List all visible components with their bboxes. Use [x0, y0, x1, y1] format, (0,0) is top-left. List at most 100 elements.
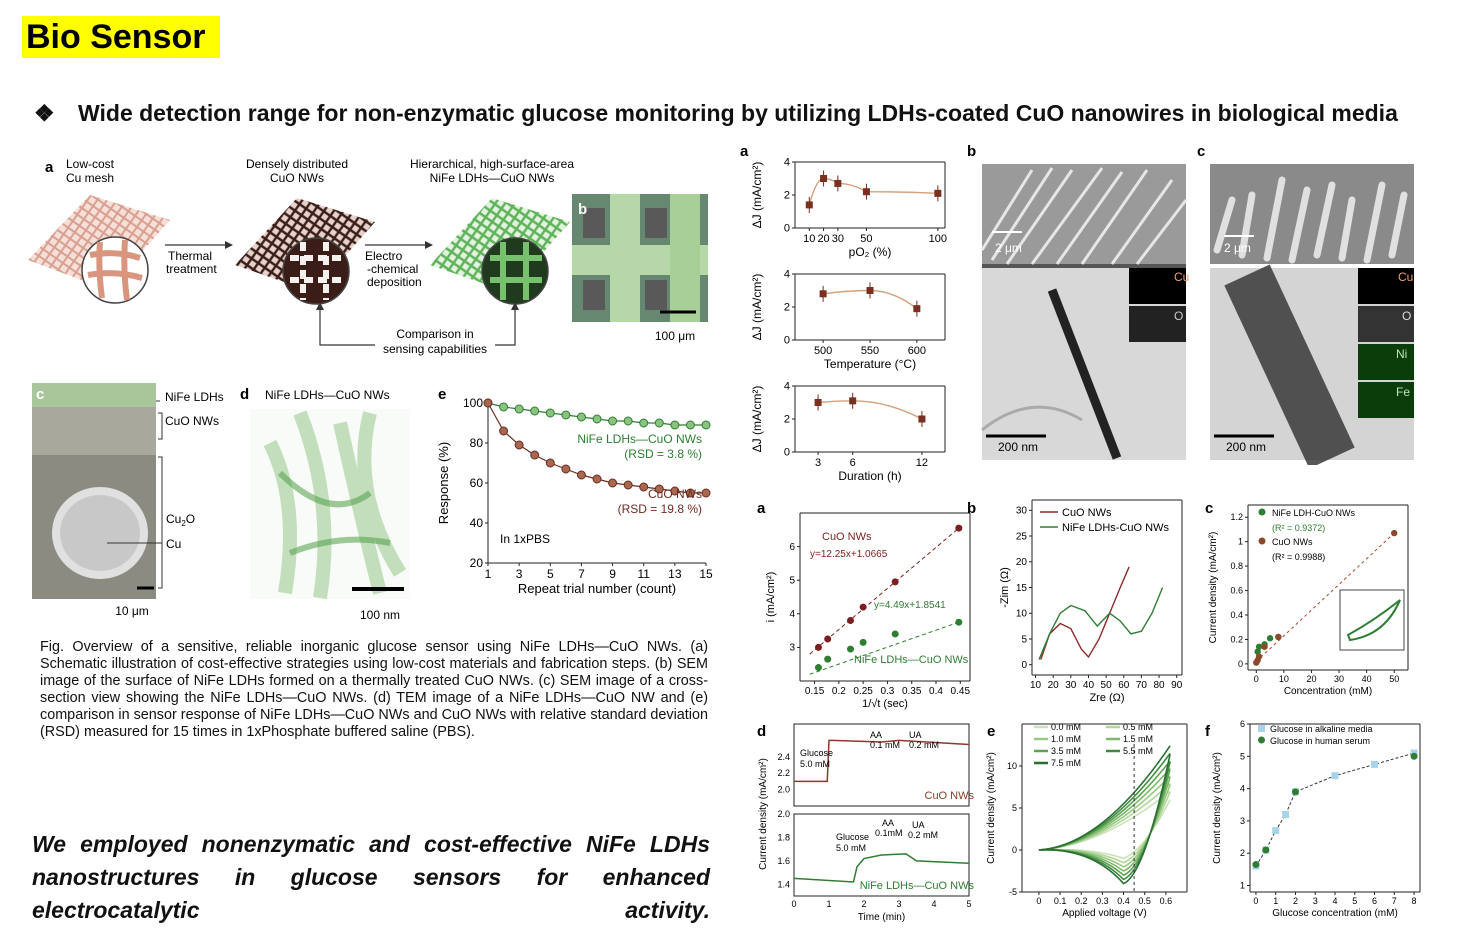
- x-tick-label: 7: [578, 567, 585, 581]
- x-tick-label: 50: [1101, 680, 1113, 691]
- x-tick-label: 70: [1136, 680, 1148, 691]
- layer-cuo: CuO NWs: [165, 414, 219, 428]
- annotation: 0.1mM: [875, 828, 903, 838]
- y-tick-label: 5: [1021, 634, 1027, 645]
- data-point: [1255, 643, 1263, 650]
- data-point: [1262, 846, 1270, 854]
- data-point: [1254, 648, 1261, 655]
- x-tick-label: 6: [850, 457, 856, 469]
- y-axis-label: i (mA/cm²): [765, 572, 777, 623]
- x-axis-label: Applied voltage (V): [1062, 908, 1147, 919]
- legend-label: 3.5 mM: [1051, 746, 1081, 756]
- data-point: [814, 664, 822, 672]
- data-point: [955, 524, 963, 532]
- x-tick-label: 20: [1048, 680, 1060, 691]
- data-point: [1252, 861, 1260, 869]
- legend-swatch: [1258, 725, 1265, 732]
- annotation: 0.1 mM: [870, 740, 900, 750]
- data-point: [545, 408, 555, 418]
- slide-title-text: Wide detection range for non-enzymatic g…: [78, 100, 1398, 126]
- x-tick-label: 10: [803, 233, 815, 245]
- legend-label: 1.5 mM: [1123, 734, 1153, 744]
- x-tick-label: 7: [1392, 896, 1397, 906]
- y-tick-label: 10: [1007, 761, 1017, 771]
- x-tick-label: 50: [860, 233, 872, 245]
- schematic-figure: a Low-cost Cu mesh Densely distributed C…: [28, 157, 708, 356]
- legend-swatch: [1258, 537, 1266, 545]
- data-point: [847, 617, 855, 625]
- arrow2-line3: deposition: [367, 275, 422, 289]
- compare-line2: sensing capabilities: [383, 342, 487, 356]
- x-tick-label: 0.2: [832, 686, 846, 697]
- y-tick-label: 6: [789, 542, 795, 553]
- section-badge: Bio Sensor: [22, 16, 220, 58]
- data-point: [685, 488, 695, 498]
- x-tick-label: 500: [814, 345, 832, 357]
- legend-label: 7.5 mM: [1051, 758, 1081, 768]
- inset-cv-curve: [1346, 599, 1401, 642]
- data-point: [685, 420, 695, 430]
- chart-rb-c: c 0 10 20 30 40 50 0 0.2 0.4 0.6 0.8 1 1.2 Concentrat…: [1205, 500, 1409, 697]
- y-axis-label: ΔJ (mA/cm²): [750, 274, 764, 341]
- lsv-curve: [1038, 745, 1171, 885]
- right-c-label: c: [1197, 143, 1205, 160]
- b-scale2: 200 nm: [998, 440, 1038, 454]
- y-tick-label: 4: [1240, 784, 1245, 794]
- series-line: [1038, 587, 1164, 660]
- y-tick-label: 4: [784, 381, 790, 393]
- rb-a-label: a: [757, 500, 766, 517]
- x-tick-label: 80: [1153, 680, 1165, 691]
- series1-rsd: (RSD = 3.8 %): [624, 447, 702, 461]
- panel-b-scale: 100 μm: [655, 329, 695, 343]
- annotation: AA: [882, 818, 894, 828]
- data-point: [859, 638, 867, 646]
- data-point: [934, 189, 942, 197]
- b-scale1: 2 μm: [995, 241, 1022, 255]
- x-tick-label: 0: [1253, 896, 1258, 906]
- y-tick-label: 2.4: [777, 752, 790, 762]
- x-tick-label: 10: [1030, 680, 1042, 691]
- data-point: [499, 402, 509, 412]
- right-c-images: c 2 μm Cu O Ni Fe 200 nm: [1197, 143, 1414, 465]
- legend-label: 0.0 mM: [1051, 722, 1081, 732]
- legend-label: Glucose in human serum: [1270, 736, 1370, 746]
- data-point: [824, 655, 832, 663]
- figure-caption: Fig. Overview of a sensitive, reliable i…: [40, 639, 708, 740]
- equation-label: y=4.49x+1.8541: [874, 600, 946, 611]
- rb-c-label: c: [1205, 500, 1213, 517]
- y-tick-label: 60: [470, 476, 484, 490]
- data-point: [824, 635, 832, 643]
- rb-d-label: d: [757, 723, 766, 740]
- data-point: [514, 440, 524, 450]
- data-point: [1282, 810, 1290, 818]
- x-tick-label: 0.6: [1160, 896, 1173, 906]
- y-tick-label: 2.2: [777, 768, 790, 778]
- series-line: [793, 853, 970, 883]
- rb-e-label: e: [987, 723, 995, 740]
- x-tick-label: 3: [516, 567, 523, 581]
- x-tick-label: 10: [1279, 674, 1289, 684]
- x-tick-label: 30: [1065, 680, 1077, 691]
- data-point: [913, 305, 921, 313]
- x-tick-label: 3: [1313, 896, 1318, 906]
- x-tick-label: 5: [1352, 896, 1357, 906]
- panel-d-title: NiFe LDHs—CuO NWs: [265, 388, 390, 402]
- y-tick-label: 30: [1016, 506, 1028, 517]
- data-point: [561, 410, 571, 420]
- y-tick-label: 0.2: [1230, 634, 1243, 644]
- y-tick-label: 0.8: [1230, 561, 1243, 571]
- x-axis-label: Concentration (mM): [1284, 686, 1372, 697]
- x-tick-label: 0.35: [902, 686, 922, 697]
- b-map-o: O: [1174, 309, 1183, 323]
- y-axis-label: Current density (mA/cm²): [758, 758, 769, 870]
- y-tick-label: 25: [1016, 531, 1028, 542]
- x-tick-label: 0.2: [1075, 896, 1088, 906]
- x-tick-label: 0.15: [805, 686, 825, 697]
- x-tick-label: 1: [1273, 896, 1278, 906]
- y-tick-label: -5: [1009, 887, 1017, 897]
- x-tick-label: 0: [1036, 896, 1041, 906]
- data-point: [499, 426, 509, 436]
- y-tick-label: 0: [784, 223, 790, 235]
- annotation: UA: [912, 820, 925, 830]
- y-tick-label: 2.0: [777, 809, 790, 819]
